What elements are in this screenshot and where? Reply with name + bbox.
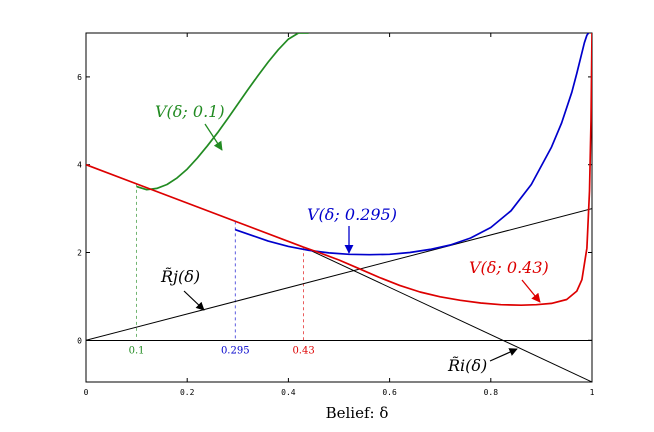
guide-label: 0.295 (221, 345, 250, 356)
annotation-rj: R̃j(δ) (160, 267, 200, 286)
x-tick-label: 0.6 (382, 388, 397, 397)
annotation-rj-arrow (183, 290, 205, 311)
annotation-ri: R̃i(δ) (447, 356, 487, 375)
y-tick-label: 4 (77, 161, 82, 170)
y-tick-label: 0 (77, 336, 82, 345)
x-tick-label: 0 (84, 388, 89, 397)
y-tick-label: 6 (77, 73, 82, 82)
series-line (303, 246, 592, 382)
annotation-v0295: V(δ; 0.295) (307, 205, 397, 224)
guide-label: 0.1 (129, 345, 145, 356)
y-tick-label: 2 (77, 248, 82, 257)
annotation-v043-arrow (521, 279, 541, 303)
series-line (136, 33, 309, 191)
axis-ticks: 0 0.2 0.4 0.6 0.8 1 0 2 4 6 (77, 33, 595, 397)
plot-frame (85, 32, 593, 383)
guide-lines: 0.1 0.295 0.43 (129, 183, 315, 356)
x-tick-label: 1 (590, 388, 595, 397)
annotation-v01: V(δ; 0.1) (155, 102, 225, 121)
x-tick-label: 0.2 (180, 388, 195, 397)
series-line (86, 208, 592, 341)
annotation-v043: V(δ; 0.43) (469, 258, 549, 277)
series-lines (86, 33, 592, 382)
annotation-ri-arrow (489, 348, 518, 362)
series-line (86, 163, 304, 248)
series-line (235, 33, 590, 256)
series-line (303, 33, 592, 307)
guide-label: 0.43 (292, 345, 314, 356)
x-tick-label: 0.4 (281, 388, 296, 397)
x-tick-label: 0.8 (484, 388, 499, 397)
x-axis-label: Belief: δ (326, 404, 389, 422)
annotation-v01-arrow (204, 123, 223, 151)
